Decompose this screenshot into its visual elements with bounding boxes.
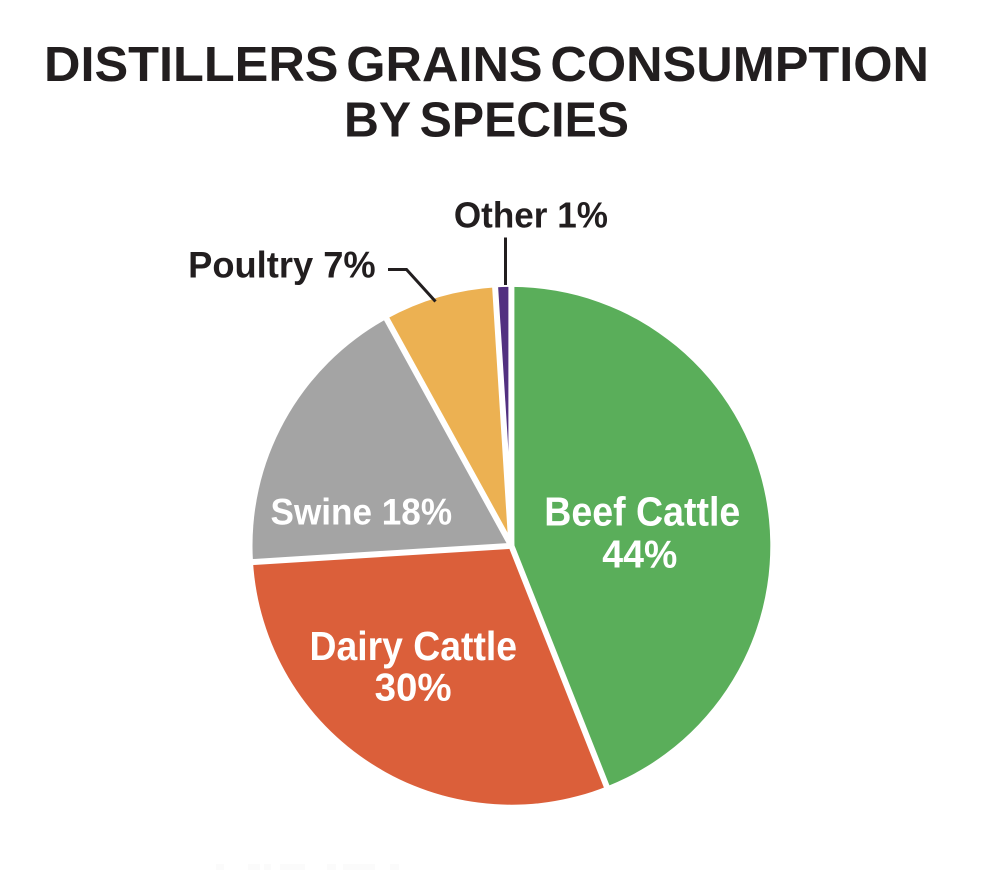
svg-text:30%: 30% <box>375 667 452 710</box>
svg-text:Dairy Cattle: Dairy Cattle <box>310 623 518 669</box>
svg-text:Beef Cattle: Beef Cattle <box>544 489 740 535</box>
svg-text:Swine 18%: Swine 18% <box>271 491 453 532</box>
svg-text:BY SPECIES: BY SPECIES <box>344 94 629 148</box>
svg-text:Poultry 7%: Poultry 7% <box>188 245 376 286</box>
svg-text:DISTILLERS GRAINS CONSUMPTION: DISTILLERS GRAINS CONSUMPTION <box>44 38 929 92</box>
svg-text:Other 1%: Other 1% <box>454 195 608 236</box>
svg-text:44%: 44% <box>602 533 677 576</box>
